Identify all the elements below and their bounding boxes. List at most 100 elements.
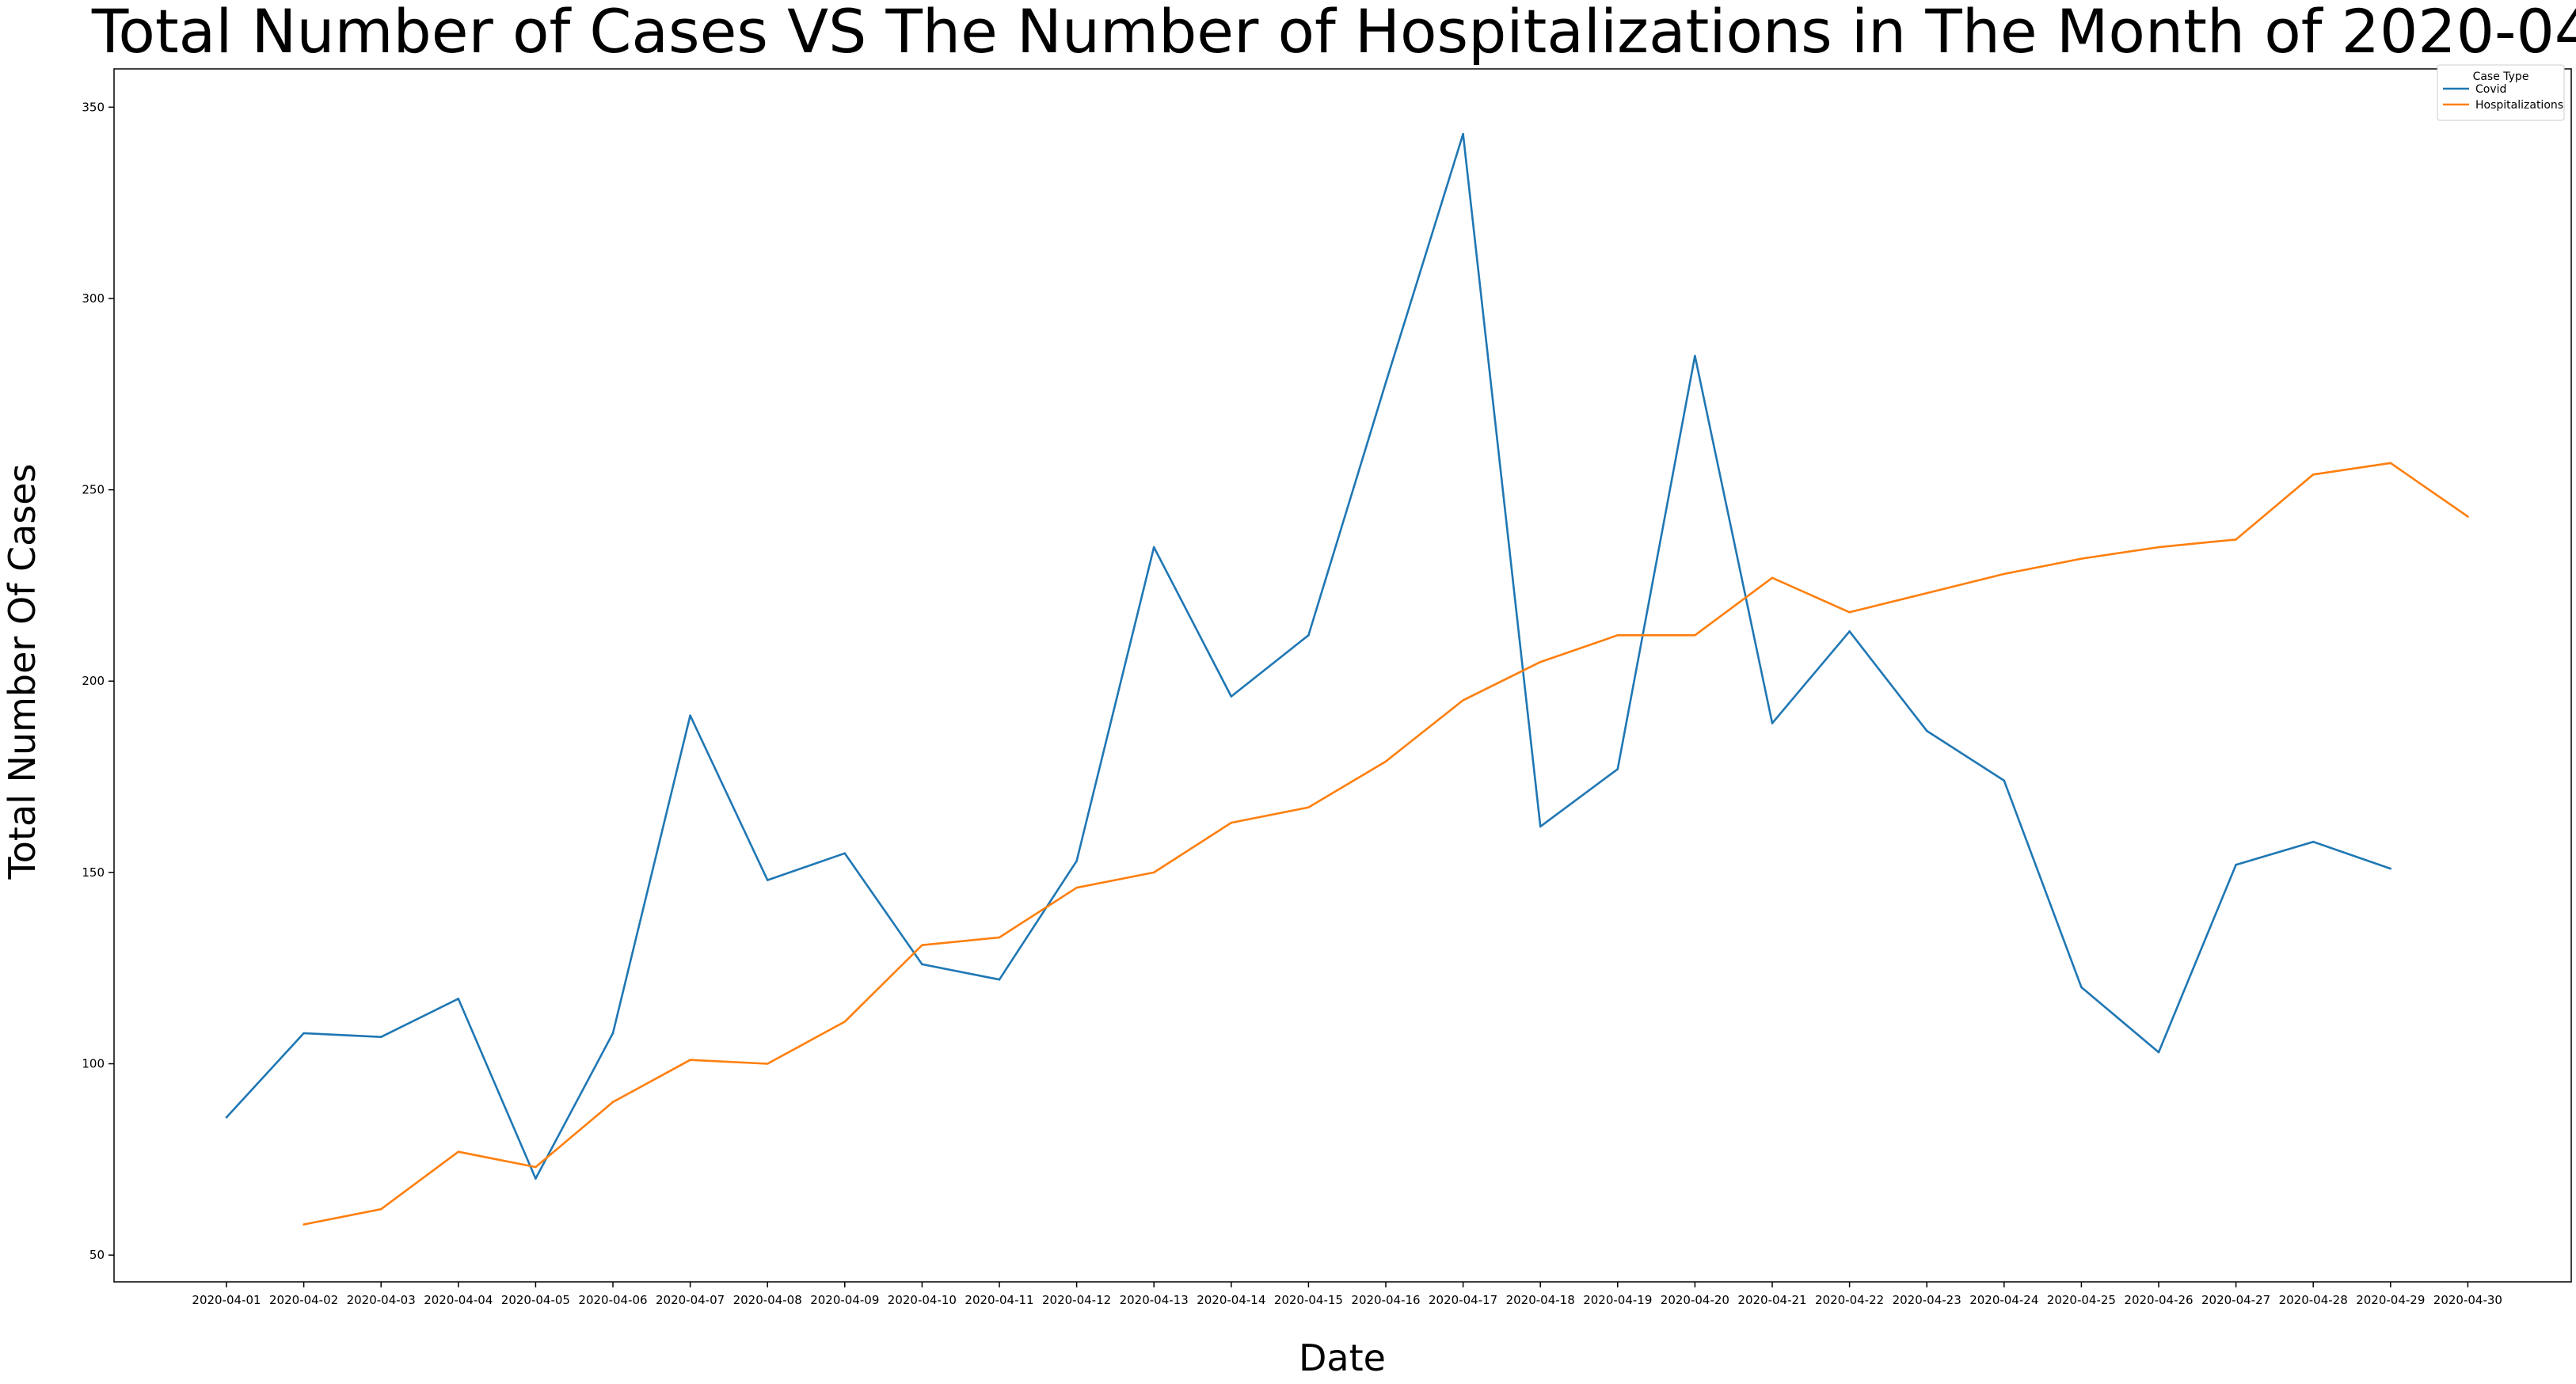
data-point-covid [225, 1116, 228, 1119]
x-tick-label: 2020-04-13 [1120, 1293, 1189, 1307]
data-point-hospitalizations [766, 1063, 769, 1065]
data-point-hospitalizations [535, 1165, 537, 1169]
data-point-hospitalizations [1307, 806, 1310, 809]
legend-label-covid: Covid [2475, 83, 2506, 96]
data-point-hospitalizations [1539, 660, 1542, 663]
data-point-hospitalizations [689, 1059, 691, 1061]
data-point-hospitalizations [2157, 546, 2160, 549]
data-point-covid [2157, 1051, 2160, 1054]
data-point-covid [766, 879, 769, 881]
data-point-covid [1152, 546, 1155, 549]
x-tick-label: 2020-04-14 [1197, 1293, 1265, 1307]
data-point-covid [921, 963, 923, 966]
data-point-hospitalizations [921, 944, 923, 947]
y-tick-label: 250 [82, 483, 105, 497]
x-tick-label: 2020-04-19 [1583, 1293, 1652, 1307]
x-tick-label: 2020-04-20 [1661, 1293, 1729, 1307]
legend-box [2437, 64, 2565, 121]
x-tick-label: 2020-04-27 [2201, 1293, 2270, 1307]
data-point-covid [1616, 768, 1619, 770]
data-point-covid [1307, 633, 1310, 637]
y-axis: 50 100 150 200 250 300 350 [82, 100, 114, 1262]
data-point-hospitalizations [1384, 760, 1387, 763]
data-point-hospitalizations [1616, 633, 1619, 637]
x-tick-label: 2020-04-16 [1351, 1293, 1420, 1307]
data-point-hospitalizations [379, 1207, 382, 1211]
data-point-hospitalizations [2235, 538, 2237, 541]
x-tick-label: 2020-04-24 [1969, 1293, 2038, 1307]
x-tick-label: 2020-04-08 [733, 1293, 802, 1307]
data-point-covid [1771, 722, 1774, 724]
y-tick-label: 300 [82, 291, 105, 306]
x-tick-label: 2020-04-29 [2356, 1293, 2425, 1307]
data-point-hospitalizations [611, 1101, 615, 1104]
data-point-covid [611, 1032, 615, 1035]
series-lines [225, 132, 2469, 1226]
y-axis-label: Total Number Of Cases [1, 463, 44, 880]
data-point-covid [1230, 695, 1233, 698]
x-tick-label: 2020-04-10 [888, 1293, 957, 1307]
data-point-covid [998, 978, 1001, 981]
x-tick-label: 2020-04-09 [810, 1293, 879, 1307]
x-tick-label: 2020-04-07 [656, 1293, 725, 1307]
data-point-hospitalizations [1152, 871, 1155, 874]
data-point-covid [2080, 986, 2083, 989]
data-point-covid [457, 998, 460, 1000]
y-tick-label: 100 [82, 1057, 105, 1071]
data-point-hospitalizations [1848, 610, 1851, 614]
y-tick-label: 50 [89, 1248, 105, 1262]
x-tick-label: 2020-04-30 [2433, 1293, 2502, 1307]
x-tick-label: 2020-04-11 [965, 1293, 1033, 1307]
data-point-covid [2312, 840, 2315, 843]
data-point-hospitalizations [2003, 572, 2006, 576]
data-point-covid [1848, 630, 1851, 633]
data-point-hospitalizations [1230, 821, 1233, 824]
data-point-hospitalizations [2389, 462, 2392, 465]
x-tick-label: 2020-04-12 [1042, 1293, 1111, 1307]
data-point-covid [535, 1177, 537, 1180]
data-point-covid [379, 1036, 382, 1039]
x-tick-label: 2020-04-03 [347, 1293, 416, 1307]
series-line-covid [226, 132, 2391, 1180]
y-tick-label: 350 [82, 100, 105, 114]
chart-title: Total Number of Cases VS The Number of H… [91, 0, 2576, 67]
data-point-hospitalizations [1462, 699, 1464, 702]
legend-title: Case Type [2473, 70, 2529, 83]
data-point-covid [302, 1032, 305, 1035]
series-line-hospitalizations [303, 462, 2469, 1226]
x-tick-label: 2020-04-06 [578, 1293, 647, 1307]
data-point-covid [689, 714, 691, 717]
data-point-hospitalizations [998, 936, 1001, 939]
data-point-hospitalizations [2080, 557, 2083, 560]
data-point-covid [1384, 381, 1387, 384]
x-tick-label: 2020-04-18 [1506, 1293, 1575, 1307]
data-point-covid [2389, 867, 2392, 870]
data-point-hospitalizations [1075, 886, 1078, 889]
plot-area [113, 68, 2572, 1283]
x-tick-label: 2020-04-22 [1815, 1293, 1884, 1307]
data-point-hospitalizations [457, 1150, 460, 1153]
data-point-covid [2235, 863, 2237, 866]
x-axis-label: Date [1299, 1336, 1386, 1379]
legend-entries: Covid Hospitalizations [2443, 83, 2563, 112]
data-point-hospitalizations [1925, 591, 1928, 595]
data-point-covid [843, 852, 847, 855]
legend: Case Type Covid Hospitalizations [2437, 64, 2565, 121]
data-point-covid [1694, 355, 1696, 357]
data-point-covid [1075, 860, 1078, 862]
data-point-covid [1539, 825, 1542, 828]
x-tick-label: 2020-04-15 [1274, 1293, 1343, 1307]
y-tick-label: 150 [82, 865, 105, 880]
x-tick-label: 2020-04-25 [2047, 1293, 2116, 1307]
x-tick-label: 2020-04-23 [1893, 1293, 1961, 1307]
legend-label-hospitalizations: Hospitalizations [2475, 99, 2563, 112]
y-tick-label: 200 [82, 674, 105, 688]
x-tick-label: 2020-04-04 [424, 1293, 493, 1307]
x-tick-label: 2020-04-17 [1429, 1293, 1497, 1307]
data-point-hospitalizations [302, 1223, 305, 1226]
data-point-hospitalizations [2312, 473, 2315, 476]
x-tick-label: 2020-04-26 [2124, 1293, 2193, 1307]
data-point-covid [1925, 729, 1928, 732]
x-tick-label: 2020-04-21 [1737, 1293, 1806, 1307]
